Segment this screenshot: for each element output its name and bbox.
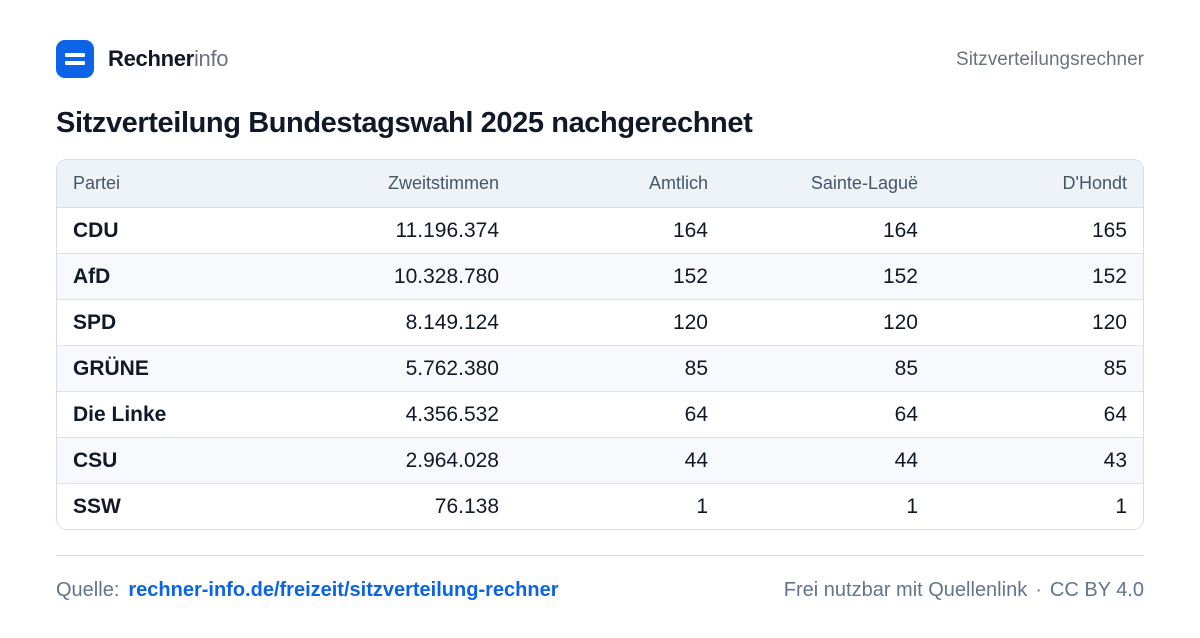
second-votes-cell: 10.328.780: [247, 253, 515, 300]
column-header-sainte-lague: Sainte-Laguë: [724, 160, 934, 209]
official-seats-cell: 85: [515, 345, 724, 392]
top-header: Rechnerinfo Sitzverteilungsrechner: [56, 40, 1144, 78]
sainte-lague-seats-cell: 85: [724, 345, 934, 392]
license-info: Frei nutzbar mit Quellenlink · CC BY 4.0: [784, 580, 1144, 600]
table-row: GRÜNE 5.762.380 85 85 85: [57, 345, 1143, 392]
dhondt-seats-cell: 1: [934, 483, 1143, 530]
second-votes-cell: 2.964.028: [247, 437, 515, 484]
table-row: SPD 8.149.124 120 120 120: [57, 299, 1143, 346]
column-header-zweitstimmen: Zweitstimmen: [247, 160, 515, 209]
dhondt-seats-cell: 165: [1091, 218, 1127, 242]
table-row: Die Linke 4.356.532 64 64 64: [57, 391, 1143, 438]
table-body: CDU 11.196.374 164 164 165 AfD 10.328.78…: [57, 208, 1143, 530]
brand-wordmark: Rechnerinfo: [108, 46, 229, 71]
table-row: CSU 2.964.028 44 44 43: [57, 437, 1143, 484]
official-seats-cell: 120: [515, 299, 724, 346]
table-header: Partei Zweitstimmen Amtlich Sainte-Laguë…: [57, 160, 1143, 209]
party-cell: AfD: [57, 253, 247, 300]
party-cell: CSU: [57, 437, 247, 484]
table-row: AfD 10.328.780 152 152 152: [57, 253, 1143, 300]
license-label: CC BY 4.0: [1049, 579, 1144, 602]
second-votes-cell: 8.149.124: [247, 299, 515, 346]
column-header-dhondt: D'Hondt: [934, 160, 1143, 209]
source-label: Quelle:: [56, 579, 120, 602]
party-cell: CDU: [73, 218, 119, 242]
seat-distribution-table-container: Partei Zweitstimmen Amtlich Sainte-Laguë…: [56, 159, 1144, 531]
brand-name-light: info: [193, 46, 229, 71]
dhondt-seats-cell: 43: [934, 437, 1143, 484]
logo-bar-top: [65, 53, 85, 57]
sainte-lague-seats-cell: 152: [724, 253, 934, 300]
source-attribution: Quelle: rechner-info.de/freizeit/sitzver…: [56, 580, 558, 600]
party-cell: GRÜNE: [57, 345, 247, 392]
second-votes-cell: 4.356.532: [247, 391, 515, 438]
party-cell: SPD: [57, 299, 247, 346]
seat-distribution-table: Partei Zweitstimmen Amtlich Sainte-Laguë…: [57, 160, 1143, 530]
brand: Rechnerinfo: [56, 40, 229, 78]
column-header-amtlich: Amtlich: [515, 160, 724, 209]
dhondt-seats-cell: 152: [934, 253, 1143, 300]
source-link[interactable]: rechner-info.de/freizeit/sitzverteilung-…: [128, 579, 559, 602]
official-seats-cell: 164: [672, 218, 708, 242]
official-seats-cell: 64: [515, 391, 724, 438]
party-cell: SSW: [57, 483, 247, 530]
official-seats-cell: 152: [515, 253, 724, 300]
page-footer: Quelle: rechner-info.de/freizeit/sitzver…: [56, 580, 1144, 600]
logo-bar-bottom: [65, 61, 85, 65]
page-title: Sitzverteilung Bundestagswahl 2025 nachg…: [56, 107, 753, 139]
dhondt-seats-cell: 120: [934, 299, 1143, 346]
party-cell: Die Linke: [57, 391, 247, 438]
second-votes-cell: 5.762.380: [247, 345, 515, 392]
table-row: SSW 76.138 1 1 1: [57, 483, 1143, 530]
sainte-lague-seats-cell: 64: [724, 391, 934, 438]
column-header-partei: Partei: [57, 160, 247, 209]
second-votes-cell: 76.138: [247, 483, 515, 530]
usage-text: Frei nutzbar mit Quellenlink: [783, 579, 1028, 602]
table-row: CDU 11.196.374 164 164 165: [57, 208, 1143, 254]
brand-name-strong: Rechner: [108, 46, 194, 71]
license-separator: ·: [1035, 579, 1042, 602]
sainte-lague-seats-cell: 44: [724, 437, 934, 484]
footer-divider: [56, 555, 1144, 557]
table-header-row: Partei Zweitstimmen Amtlich Sainte-Laguë…: [57, 160, 1143, 209]
official-seats-cell: 1: [515, 483, 724, 530]
dhondt-seats-cell: 85: [934, 345, 1143, 392]
second-votes-cell: 11.196.374: [395, 218, 499, 242]
stacked-bars-logo-icon: [56, 40, 94, 78]
sainte-lague-seats-cell: 120: [724, 299, 934, 346]
sainte-lague-seats-cell: 164: [882, 218, 918, 242]
dhondt-seats-cell: 64: [934, 391, 1143, 438]
sainte-lague-seats-cell: 1: [724, 483, 934, 530]
page: Rechnerinfo Sitzverteilungsrechner Sitzv…: [56, 40, 1144, 610]
header-calculator-label: Sitzverteilungsrechner: [956, 48, 1144, 70]
official-seats-cell: 44: [515, 437, 724, 484]
